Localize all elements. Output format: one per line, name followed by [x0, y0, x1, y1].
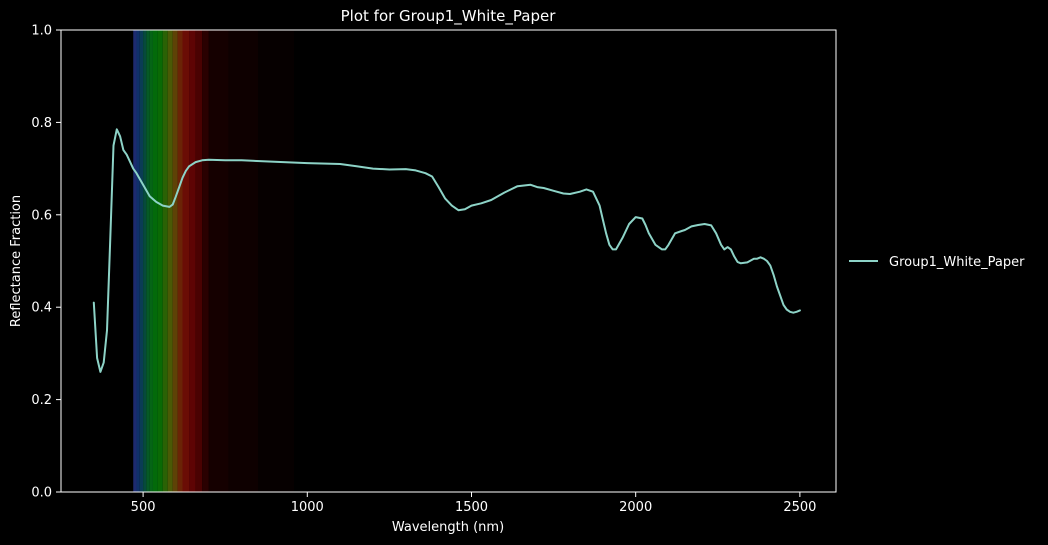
y-axis-label: Reflectance Fraction [9, 195, 24, 327]
spectrum-band-7 [157, 30, 163, 492]
y-tick-label: 0.2 [31, 393, 52, 408]
spectrum-band-3 [143, 30, 147, 492]
spectrum-band-2 [139, 30, 144, 492]
axes-frame [60, 29, 837, 493]
y-tick-label: 0.8 [31, 116, 52, 131]
spectrum-band-11 [177, 30, 183, 492]
x-tick-label: 2000 [619, 500, 652, 515]
spectrum-band-10 [172, 30, 178, 492]
y-tick-label: 0.0 [31, 486, 52, 501]
x-tick-label: 500 [131, 500, 156, 515]
spectrum-band-18 [258, 30, 295, 492]
spectrum-band-17 [228, 30, 259, 492]
spectrum-band-6 [152, 30, 158, 492]
spectrum-band-1 [136, 30, 140, 492]
spectrum-band-13 [189, 30, 196, 492]
spectrum-band-14 [195, 30, 203, 492]
y-tick-label: 0.4 [31, 301, 52, 316]
y-axis: 0.0 0.2 0.4 0.6 0.8 1.0 [31, 24, 61, 501]
x-axis-label: Wavelength (nm) [392, 520, 504, 535]
spectrum-band-12 [182, 30, 190, 492]
series-line-group1-white-paper [92, 128, 801, 373]
x-tick-label: 2500 [783, 500, 816, 515]
y-tick-label: 0.6 [31, 208, 52, 223]
spectrum-band-16 [208, 30, 229, 492]
spectrum-bands [133, 30, 295, 492]
spectrum-band-9 [167, 30, 173, 492]
spectrum-band-5 [149, 30, 153, 492]
x-tick-label: 1000 [291, 500, 324, 515]
spectrum-band-0 [133, 30, 137, 492]
spectrum-band-4 [146, 30, 150, 492]
x-tick-label: 1500 [455, 500, 488, 515]
legend-label: Group1_White_Paper [889, 255, 1025, 270]
plot-area [60, 29, 837, 493]
spectrum-band-15 [202, 30, 209, 492]
legend: Group1_White_Paper [849, 255, 1025, 270]
chart-title: Plot for Group1_White_Paper [341, 7, 557, 26]
spectrum-band-8 [162, 30, 168, 492]
x-axis: 500 1000 1500 2000 2500 [131, 492, 816, 515]
y-tick-label: 1.0 [31, 24, 52, 39]
